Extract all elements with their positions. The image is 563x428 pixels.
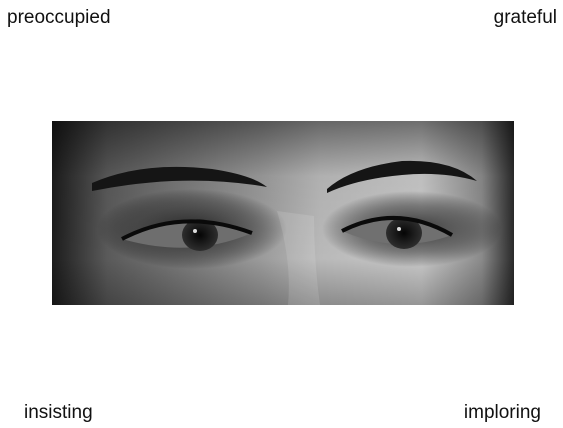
option-insisting[interactable]: insisting [24,402,93,423]
option-imploring[interactable]: imploring [463,402,541,423]
option-preoccupied[interactable]: preoccupied [7,7,111,28]
eyes-photo [52,121,514,305]
option-grateful[interactable]: grateful [493,7,557,28]
